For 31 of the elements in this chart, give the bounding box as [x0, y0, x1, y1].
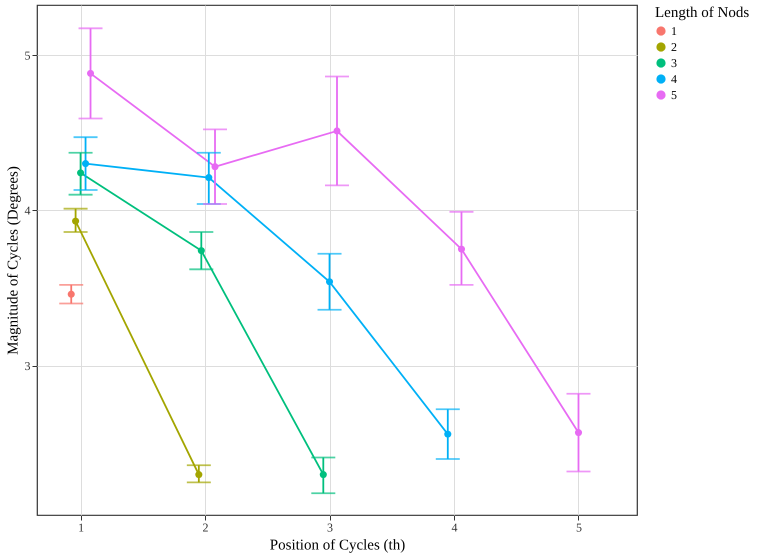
x-axis-title: Position of Cycles (th) — [270, 538, 406, 554]
legend-label: 1 — [671, 24, 677, 38]
legend-label: 3 — [671, 56, 677, 70]
point — [72, 218, 80, 225]
point — [320, 471, 327, 478]
x-tick-label: 2 — [202, 520, 209, 534]
point — [205, 174, 212, 182]
point — [86, 70, 94, 77]
point — [458, 246, 466, 253]
y-tick-label: 3 — [24, 359, 30, 374]
point — [333, 127, 341, 134]
point — [68, 290, 75, 298]
x-tick-label: 1 — [78, 520, 84, 534]
y-axis-title: Magnitude of Cycles (Degrees) — [6, 166, 22, 355]
point — [574, 429, 582, 436]
y-tick-label: 5 — [24, 48, 30, 62]
y-tick-label: 4 — [24, 204, 30, 218]
x-tick-label: 3 — [327, 520, 334, 534]
legend-label: 4 — [671, 72, 677, 86]
legend-title: Length of Nods — [655, 5, 750, 21]
point — [82, 160, 90, 168]
point — [195, 471, 202, 478]
point — [77, 169, 84, 176]
legend-label: 2 — [671, 40, 677, 54]
point — [198, 247, 205, 254]
x-tick-label: 5 — [576, 520, 582, 534]
point — [211, 163, 219, 170]
legend-label: 5 — [671, 88, 677, 102]
x-tick-label: 4 — [452, 520, 458, 534]
point — [326, 278, 334, 286]
point — [444, 430, 452, 438]
